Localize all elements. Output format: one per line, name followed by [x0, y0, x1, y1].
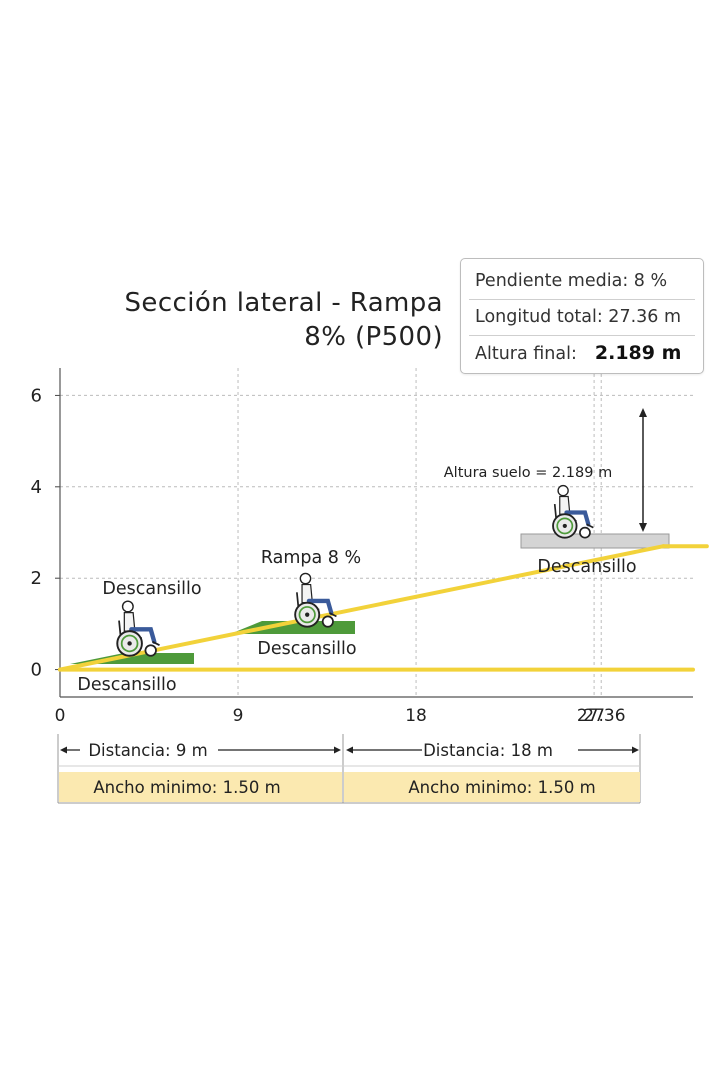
x-tick-label: 0	[55, 706, 66, 726]
wheelchair-user-icon	[116, 600, 160, 657]
info-divider	[469, 299, 695, 300]
landing-label-top-landing: Descansillo	[537, 557, 636, 577]
y-tick-label: 6	[31, 385, 42, 406]
info-length: Longitud total: 27.36 m	[475, 307, 682, 327]
info-height-label: Altura final:	[475, 344, 577, 364]
ramp-line-2	[58, 544, 666, 672]
info-divider	[469, 335, 695, 336]
width-band-2	[344, 772, 640, 802]
x-tick-label: 27	[583, 706, 605, 726]
y-tick-label: 0	[31, 660, 42, 681]
x-tick-label: 9	[233, 706, 244, 726]
info-height-value: 2.189 m	[594, 342, 682, 364]
distance-label-1: Distancia: 9 m	[88, 741, 207, 760]
info-height: Altura final: 2.189 m	[475, 335, 695, 371]
width-label-1: Ancho minimo: 1.50 m	[93, 778, 280, 797]
floor-height-label: Altura suelo = 2.189 m	[444, 465, 612, 481]
wheelchair-user-icon	[294, 572, 337, 628]
x-tick-label: 27.36	[577, 706, 626, 726]
info-box: Pendiente media: 8 % Longitud total: 27.…	[460, 258, 704, 374]
double-arrow-icon	[60, 746, 341, 754]
ramp-label: Rampa 8 %	[261, 548, 361, 568]
info-slope: Pendiente media: 8 %	[475, 271, 668, 291]
height-arrow-icon	[639, 408, 647, 532]
landing-label-middle: Descansillo	[257, 639, 356, 659]
dimension-table: Distancia: 9 m Distancia: 18 m Ancho min…	[57, 734, 641, 804]
wheelchair-user-icon	[552, 484, 594, 539]
chart-title-line1: Sección lateral - Rampa	[124, 288, 443, 318]
y-tick-label: 4	[31, 477, 42, 498]
ramp-lines	[58, 544, 709, 672]
landing-label-bottom: Descansillo	[77, 675, 176, 695]
landing-label-top: Descansillo	[102, 579, 201, 599]
distance-label-2: Distancia: 18 m	[423, 741, 553, 760]
x-tick-label: 18	[405, 706, 427, 726]
double-arrow-icon	[346, 746, 639, 754]
chart-title-line2: 8% (P500)	[304, 322, 443, 352]
width-label-2: Ancho minimo: 1.50 m	[408, 778, 595, 797]
grid	[60, 368, 693, 697]
y-tick-label: 2	[31, 568, 42, 589]
width-band-1	[59, 772, 342, 802]
landing-platform-3	[520, 533, 670, 549]
